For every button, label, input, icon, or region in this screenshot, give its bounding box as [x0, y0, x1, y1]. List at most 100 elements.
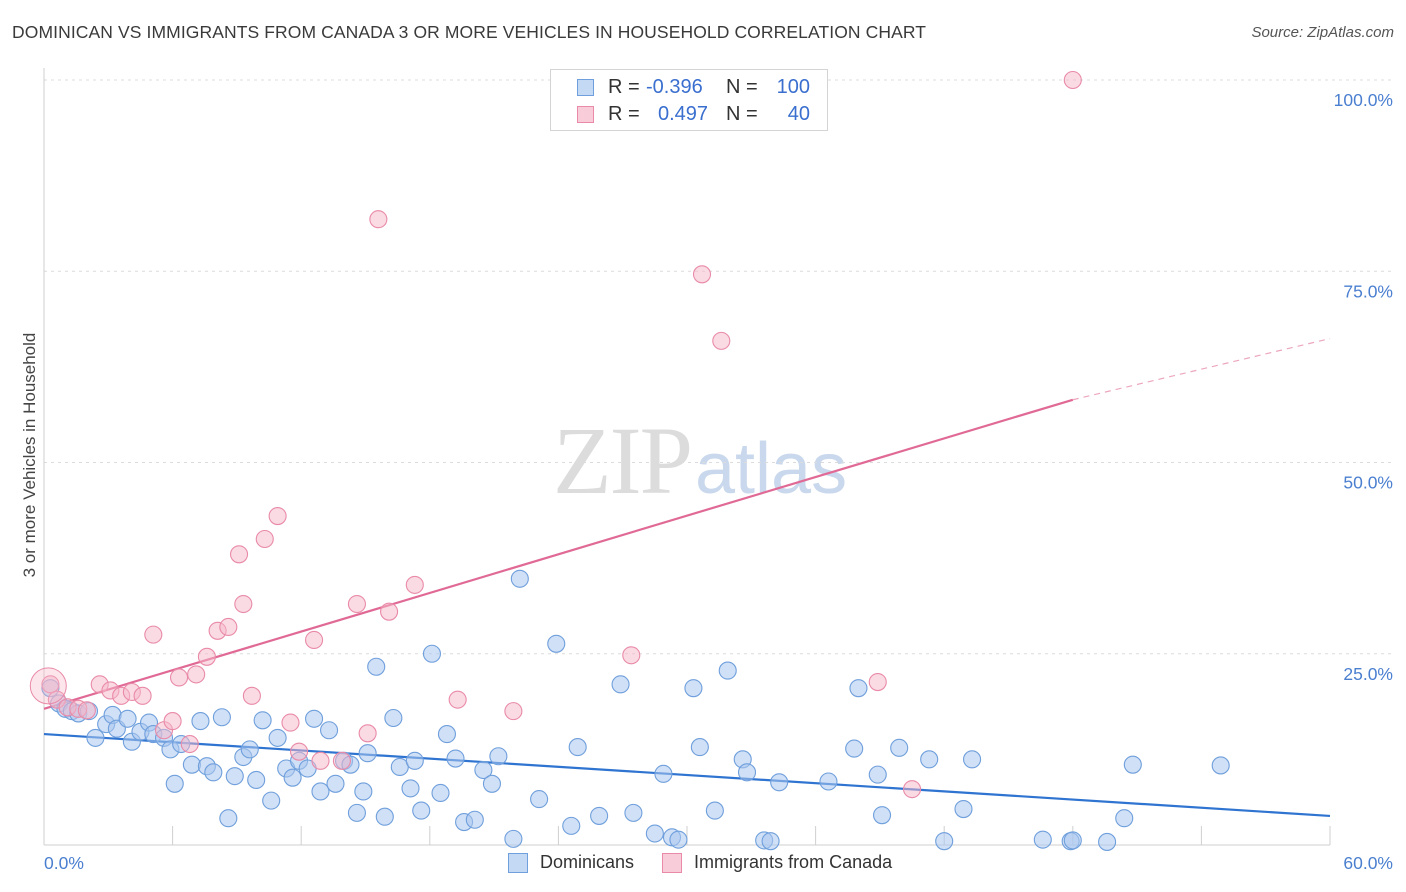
- point-dominicans: [611, 675, 630, 694]
- point-dominicans: [401, 779, 420, 798]
- point-dominicans: [347, 803, 366, 822]
- legend-r-value: 0.497: [658, 102, 709, 125]
- point-dominicans: [868, 765, 887, 784]
- point-canada: [311, 751, 330, 770]
- point-dominicans: [375, 807, 394, 826]
- watermark: ZIPatlas: [553, 405, 847, 516]
- point-dominicans: [963, 750, 982, 769]
- point-dominicans: [761, 832, 780, 851]
- point-dominicans: [367, 657, 386, 676]
- y-tick-label: 100.0%: [1334, 90, 1393, 110]
- point-dominicans: [268, 728, 287, 747]
- point-dominicans: [645, 824, 664, 843]
- point-canada: [405, 575, 424, 594]
- point-dominicans: [624, 803, 643, 822]
- legend-r-value: -0.396: [646, 75, 703, 98]
- point-dominicans: [225, 767, 244, 786]
- x-tick-label: 0.0%: [44, 853, 84, 873]
- point-canada: [281, 713, 300, 732]
- point-dominicans: [547, 634, 566, 653]
- point-dominicans: [191, 712, 210, 731]
- point-canada: [1063, 70, 1082, 90]
- legend-n-value: 40: [787, 102, 810, 125]
- point-canada: [197, 647, 216, 666]
- point-dominicans: [489, 747, 508, 766]
- point-dominicans: [690, 738, 709, 757]
- point-canada-large: [29, 667, 67, 705]
- point-canada: [380, 602, 399, 621]
- point-dominicans: [1211, 756, 1230, 775]
- point-canada: [77, 701, 96, 720]
- point-dominicans: [504, 829, 523, 848]
- point-canada: [187, 665, 206, 684]
- legend-item-dominicans: Dominicans: [508, 852, 634, 873]
- data-points: [29, 70, 1230, 851]
- point-dominicans: [431, 783, 450, 803]
- point-dominicans: [654, 764, 673, 783]
- point-canada: [902, 780, 922, 799]
- y-axis-label: 3 or more Vehicles in Household: [20, 333, 39, 578]
- point-dominicans: [262, 791, 281, 810]
- point-dominicans: [283, 768, 302, 787]
- point-dominicans: [358, 744, 377, 763]
- point-dominicans: [849, 679, 868, 698]
- series-legend: Dominicans Immigrants from Canada: [508, 852, 920, 873]
- point-canada: [180, 734, 199, 754]
- point-canada: [305, 630, 324, 650]
- point-dominicans: [422, 644, 441, 663]
- point-dominicans: [446, 749, 465, 768]
- point-dominicans: [354, 782, 373, 801]
- point-dominicans: [590, 806, 609, 825]
- point-dominicans: [165, 774, 184, 793]
- point-dominicans: [1098, 832, 1117, 851]
- point-dominicans: [305, 709, 324, 728]
- point-dominicans: [320, 721, 339, 740]
- watermark-zip: ZIP: [553, 407, 693, 514]
- point-dominicans: [482, 774, 502, 793]
- chart-title: DOMINICAN VS IMMIGRANTS FROM CANADA 3 OR…: [12, 22, 927, 42]
- point-dominicans: [182, 755, 201, 774]
- legend-swatch-pink: [577, 105, 594, 123]
- point-dominicans: [326, 774, 345, 793]
- point-dominicans: [568, 738, 587, 757]
- point-dominicans: [253, 711, 272, 730]
- point-canada: [268, 506, 287, 526]
- point-canada: [692, 265, 712, 284]
- point-dominicans: [737, 763, 757, 782]
- point-dominicans: [412, 801, 431, 820]
- point-dominicans: [474, 760, 493, 780]
- point-canada: [234, 594, 253, 614]
- source-label: Source: ZipAtlas.com: [1251, 24, 1394, 41]
- point-dominicans: [311, 782, 330, 801]
- point-canada: [358, 724, 377, 743]
- point-dominicans: [718, 661, 737, 680]
- point-dominicans: [1123, 755, 1142, 774]
- legend-swatch-blue: [577, 78, 594, 96]
- trend-lines: [43, 337, 1331, 818]
- point-dominicans: [845, 739, 864, 758]
- legend-n-value: 100: [776, 75, 810, 98]
- point-canada: [369, 210, 388, 229]
- correlation-legend: R = -0.396 N = 100 R = 0.497 N = 40: [550, 69, 828, 131]
- point-dominicans: [219, 809, 238, 828]
- point-dominicans: [954, 799, 973, 819]
- point-canada: [242, 686, 261, 705]
- point-dominicans: [390, 757, 409, 777]
- legend-r-label: R =: [608, 75, 640, 98]
- point-canada: [712, 331, 731, 350]
- point-dominicans: [405, 751, 424, 770]
- point-dominicans: [1033, 830, 1052, 849]
- point-dominicans: [204, 763, 223, 782]
- trendline-canada-extension: [1072, 337, 1331, 401]
- point-dominicans: [872, 806, 892, 825]
- y-tick-label: 50.0%: [1343, 473, 1393, 493]
- point-canada: [169, 668, 189, 687]
- point-canada: [448, 690, 467, 709]
- point-dominicans: [935, 832, 954, 851]
- legend-label-dominicans: Dominicans: [540, 852, 635, 872]
- point-dominicans: [705, 801, 724, 820]
- point-dominicans: [684, 679, 703, 698]
- point-canada: [332, 751, 351, 770]
- point-canada: [868, 673, 887, 692]
